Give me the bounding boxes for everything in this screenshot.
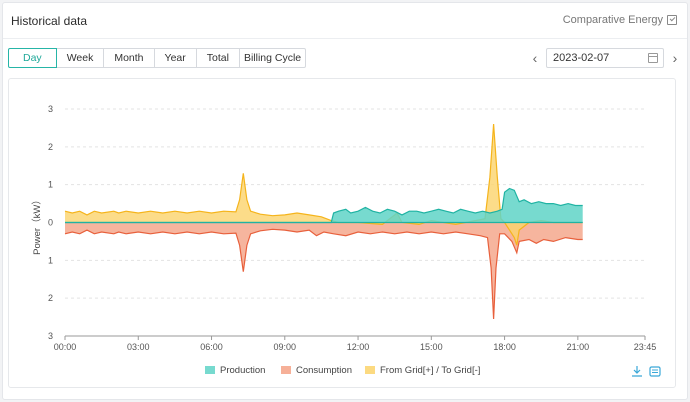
date-navigator: ‹ 2023-02-07 › [528,48,682,68]
chevron-right-icon[interactable]: › [672,50,678,66]
y-tick-label: 2 [48,293,53,303]
x-tick-label: 23:45 [634,342,657,352]
tab-day[interactable]: Day [8,48,57,68]
production-area [65,188,583,223]
legend-consumption[interactable]: Consumption [281,365,352,376]
calendar-icon[interactable] [648,53,658,63]
production-area-line [65,187,583,224]
consumption-area-line [64,228,583,320]
x-tick-label: 15:00 [420,342,443,352]
x-tick-label: 09:00 [274,342,297,352]
legend-grid-swatch [365,366,375,374]
legend: Production Consumption From Grid[+] / To G… [205,365,480,376]
panel-title: Historical data [11,14,88,28]
y-tick-label: 0 [48,218,53,228]
comparative-energy-label: Comparative Energy [562,14,663,26]
date-value: 2023-02-07 [553,52,610,64]
series-areas [64,124,583,320]
period-tabs: Day Week Month Year Total Billing Cycle [8,48,307,68]
date-picker-input[interactable]: 2023-02-07 [546,48,664,68]
legend-production-label: Production [220,365,265,376]
legend-grid-label: From Grid[+] / To Grid[-] [380,365,480,376]
legend-production-swatch [205,366,215,374]
y-tick-label: 3 [48,104,53,114]
checkbox-icon [667,15,677,25]
legend-consumption-swatch [281,366,291,374]
legend-consumption-label: Consumption [296,365,352,376]
legend-production[interactable]: Production [205,365,265,376]
tab-month[interactable]: Month [103,48,155,68]
tab-billing-cycle[interactable]: Billing Cycle [238,48,307,68]
x-tick-label: 00:00 [54,342,77,352]
tab-total[interactable]: Total [195,48,240,68]
x-tick-label: 18:00 [493,342,516,352]
x-tick-label: 12:00 [347,342,370,352]
y-tick-label: 1 [48,255,53,265]
x-tick-label: 03:00 [127,342,150,352]
y-tick-label: 3 [48,331,53,341]
y-axis-label: Power（kW） [31,195,43,255]
grid-area-line [64,124,583,246]
chevron-left-icon[interactable]: ‹ [532,50,538,66]
chart-card: 3 2 1 0 1 2 3 00:00 03:00 06:00 09:00 12:00 15:00 18:… [8,78,676,388]
download-icon[interactable] [632,366,642,377]
x-tick-label: 21:00 [567,342,590,352]
y-tick-label: 2 [48,142,53,152]
legend-grid[interactable]: From Grid[+] / To Grid[-] [365,365,480,376]
y-tick-label: 1 [48,180,53,190]
comparative-energy-link[interactable]: Comparative Energy [563,14,677,26]
data-view-icon[interactable] [649,366,661,377]
grid-area [65,124,583,246]
panel-header: Historical data Comparative Energy [3,3,687,39]
tab-week[interactable]: Week [55,48,105,68]
consumption-area [65,222,583,319]
x-tick-label: 06:00 [200,342,223,352]
tab-year[interactable]: Year [153,48,197,68]
